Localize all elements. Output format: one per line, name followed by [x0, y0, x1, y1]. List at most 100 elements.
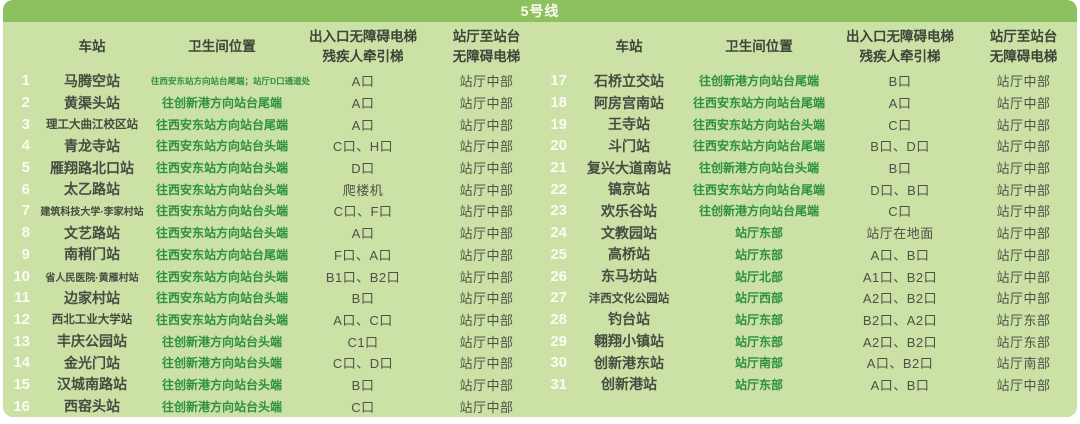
table-row: 7 建筑科技大学·李家村站 往西安东站方向站台头端 C口、F口 站厅中部 — [3, 200, 540, 222]
table-row: 24 文教园站 站厅东部 站厅在地面 站厅中部 — [540, 222, 1077, 244]
hall-cell: 站厅中部 — [459, 312, 514, 328]
table-row: 18 阿房宫南站 往西安东站方向站台尾端 A口 站厅中部 — [540, 92, 1077, 114]
hall-cell: 站厅中部 — [459, 182, 514, 198]
toilet-column-header: 卫生间位置 — [725, 39, 793, 55]
no-cell: 30 — [550, 354, 567, 372]
elevator-cell: D口 — [351, 161, 375, 177]
table-row: 8 文艺路站 往西安东站方向站台头端 A口 站厅中部 — [3, 222, 540, 244]
hall-cell: 站厅中部 — [996, 269, 1051, 285]
station-cell: 镐京站 — [608, 181, 650, 198]
hall-cell: 站厅中部 — [459, 269, 514, 285]
toilet-cell: 往创新港方向站台头端 — [161, 377, 282, 392]
no-cell: 9 — [21, 245, 30, 263]
station-cell: 边家村站 — [64, 289, 120, 306]
no-cell: 3 — [21, 115, 30, 133]
toilet-cell: 往创新港方向站台头端 — [161, 356, 282, 371]
toilet-cell: 往西安东站方向站台头端 — [155, 139, 288, 154]
elevator-column-header: 出入口无障碍电梯 残疾人牵引梯 — [830, 27, 970, 66]
station-cell: 文教园站 — [601, 224, 657, 241]
hall-cell: 站厅中部 — [996, 226, 1051, 242]
hall-column-header: 站厅至站台 无障碍电梯 — [970, 27, 1077, 66]
station-cell: 马腾空站 — [64, 72, 120, 89]
toilet-cell: 站厅东部 — [734, 312, 783, 327]
toilet-cell: 往创新港方向站台头端 — [698, 161, 819, 176]
table-row: 29 翱翔小镇站 站厅东部 A2口、B2口 站厅东部 — [540, 330, 1077, 352]
table-row: 26 东马坊站 站厅北部 A1口、B2口 站厅中部 — [540, 265, 1077, 287]
table-header-left: 车站 卫生间位置 出入口无障碍电梯 残疾人牵引梯 站厅至站台 无障碍电梯 — [3, 22, 540, 70]
elevator-cell: B口 — [888, 74, 912, 90]
no-cell: 28 — [550, 310, 567, 328]
elevator-cell: A2口、B2口 — [862, 334, 938, 350]
elevator-cell: A口 — [351, 117, 375, 133]
station-cell: 欢乐谷站 — [601, 202, 657, 219]
table-row: 10 省人民医院·黄雁村站 往西安东站方向站台头端 B1口、B2口 站厅中部 — [3, 265, 540, 287]
tables-container: 车站 卫生间位置 出入口无障碍电梯 残疾人牵引梯 站厅至站台 无障碍电梯 1 马腾… — [3, 22, 1077, 417]
station-cell: 西窑头站 — [64, 398, 120, 415]
hall-cell: 站厅中部 — [996, 161, 1051, 177]
toilet-cell: 往西安东站方向站台头端 — [692, 117, 825, 132]
station-cell: 金光门站 — [64, 354, 120, 371]
table-row: 22 镐京站 往西安东站方向站台尾端 D口、B口 站厅中部 — [540, 178, 1077, 200]
hall-cell: 站厅中部 — [996, 139, 1051, 155]
no-cell: 24 — [550, 224, 567, 242]
elevator-cell: 爬楼机 — [342, 182, 384, 198]
elevator-cell: C口、H口 — [332, 139, 394, 155]
elevator-cell: A口、B口 — [870, 377, 930, 393]
no-cell: 20 — [550, 137, 567, 155]
toilet-cell: 站厅东部 — [734, 334, 783, 349]
station-cell: 高桥站 — [608, 246, 650, 263]
hall-cell: 站厅东部 — [996, 334, 1051, 350]
table-row: 2 黄渠头站 往创新港方向站台尾端 A口 站厅中部 — [3, 92, 540, 114]
elevator-cell: C1口 — [347, 334, 379, 350]
toilet-cell: 往创新港方向站台尾端 — [161, 96, 282, 111]
no-cell: 5 — [21, 159, 30, 177]
line-title: 5号线 — [520, 3, 560, 19]
station-cell: 东马坊站 — [601, 268, 657, 285]
toilet-cell: 往创新港方向站台头端 — [161, 399, 282, 414]
hall-header-line2: 无障碍电梯 — [452, 49, 521, 64]
toilet-cell: 往西安东站方向站台头端 — [155, 182, 288, 197]
no-cell: 4 — [21, 137, 30, 155]
station-cell: 青龙寺站 — [64, 137, 120, 154]
hall-header-line2: 无障碍电梯 — [989, 49, 1058, 64]
table-header-right: 车站 卫生间位置 出入口无障碍电梯 残疾人牵引梯 站厅至站台 无障碍电梯 — [540, 22, 1077, 70]
station-column-header: 车站 — [615, 39, 643, 55]
no-cell: 2 — [21, 94, 30, 112]
toilet-cell: 往西安东站方向站台头端 — [155, 161, 288, 176]
toilet-cell: 往西安东站方向站台头端 — [155, 226, 288, 241]
elevator-cell: B口 — [888, 161, 912, 177]
table-row: 14 金光门站 往创新港方向站台头端 C口、D口 站厅中部 — [3, 352, 540, 374]
no-cell: 23 — [550, 202, 567, 220]
elevator-cell: B口 — [351, 377, 375, 393]
hall-cell: 站厅中部 — [459, 117, 514, 133]
stations-table-left: 车站 卫生间位置 出入口无障碍电梯 残疾人牵引梯 站厅至站台 无障碍电梯 1 马腾… — [3, 22, 540, 417]
elevator-cell: F口、A口 — [333, 247, 393, 263]
elevator-cell: C口 — [888, 117, 912, 133]
no-cell: 17 — [550, 72, 567, 90]
table-row: 3 理工大曲江校区站 往西安东站方向站台尾端 A口 站厅中部 — [3, 113, 540, 135]
hall-header-line1: 站厅至站台 — [452, 29, 521, 45]
hall-cell: 站厅中部 — [996, 117, 1051, 133]
hall-cell: 站厅中部 — [459, 291, 514, 307]
station-cell: 文艺路站 — [64, 224, 120, 241]
toilet-cell: 站厅东部 — [734, 247, 783, 262]
toilet-cell: 往创新港方向站台尾端 — [698, 74, 819, 89]
no-cell: 15 — [13, 375, 30, 393]
elevator-header-line2: 残疾人牵引梯 — [859, 49, 941, 64]
toilet-cell: 往西安东站方向站台尾端 — [692, 182, 825, 197]
no-cell: 19 — [550, 115, 567, 133]
toilet-cell: 往西安东站方向站台头端 — [155, 291, 288, 306]
no-cell: 31 — [550, 375, 567, 393]
elevator-cell: A口、C口 — [333, 312, 393, 328]
table-row: 27 沣西文化公园站 站厅西部 A2口、B2口 站厅中部 — [540, 287, 1077, 309]
no-cell: 12 — [13, 310, 30, 328]
hall-cell: 站厅南部 — [996, 356, 1051, 372]
hall-cell: 站厅中部 — [459, 247, 514, 263]
table-row: 25 高桥站 站厅东部 A口、B口 站厅中部 — [540, 244, 1077, 266]
table-row: 6 太乙路站 往西安东站方向站台头端 爬楼机 站厅中部 — [3, 178, 540, 200]
table-row: 1 马腾空站 往西安东站方向站台尾端；站厅D口通道处 A口 站厅中部 — [3, 70, 540, 92]
table-row: 4 青龙寺站 往西安东站方向站台头端 C口、H口 站厅中部 — [3, 135, 540, 157]
toilet-cell: 站厅东部 — [734, 377, 783, 392]
elevator-cell: A2口、B2口 — [862, 291, 938, 307]
no-cell: 27 — [550, 289, 567, 307]
